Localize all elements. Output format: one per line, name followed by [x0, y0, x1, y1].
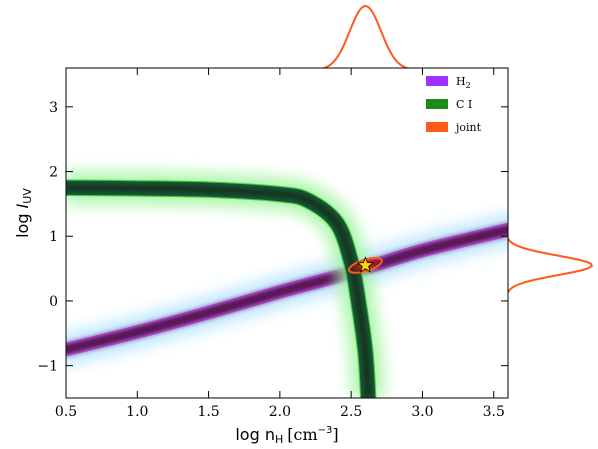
x-tick-label: 3.0 — [411, 404, 433, 420]
x-axis-ticks: 0.5 1.0 1.5 2.0 2.5 3.0 3.5 — [55, 68, 505, 420]
y-tick-label: 0 — [49, 294, 58, 310]
marginal-x-curve-group — [295, 5, 409, 71]
legend-label-h2: H2 — [456, 75, 471, 90]
legend: H2 C I joint — [426, 75, 482, 134]
y-axis-ticks: −1 0 1 2 3 — [37, 100, 508, 375]
y-tick-label: 3 — [49, 100, 58, 116]
x-axis-label-sup: −3 — [318, 425, 333, 436]
y-axis-label-var: I — [13, 203, 32, 208]
y-tick-label: 1 — [49, 229, 58, 245]
legend-swatch-ci — [426, 99, 448, 109]
marginal-x-curve — [295, 5, 409, 71]
x-axis-label-close: ] — [332, 425, 338, 444]
y-axis-label-main: log — [13, 208, 32, 237]
x-axis-label-units: [cm — [287, 425, 317, 444]
plot-area — [66, 68, 508, 398]
x-tick-label: 3.5 — [483, 404, 505, 420]
marginal-y-curve — [505, 227, 593, 303]
h2-band-core — [66, 227, 508, 352]
x-axis-label-sub: H — [275, 433, 283, 446]
legend-swatch-h2 — [426, 76, 448, 86]
x-tick-label: 0.5 — [55, 404, 77, 420]
ci-band-core — [66, 184, 372, 398]
legend-label-ci: C I — [456, 98, 472, 111]
x-axis-label: log nH [cm−3] — [235, 425, 338, 446]
joint-contour — [347, 256, 383, 274]
x-tick-label: 1.0 — [126, 404, 148, 420]
marginal-y-curve-group — [505, 227, 593, 303]
y-tick-label: −1 — [37, 359, 58, 375]
best-fit-star — [356, 256, 375, 273]
x-tick-label: 2.0 — [269, 404, 291, 420]
y-axis-label: log IUV — [13, 188, 34, 238]
x-tick-label: 2.5 — [340, 404, 362, 420]
x-axis-label-main: log n — [235, 425, 275, 444]
y-axis-label-sub: UV — [21, 188, 34, 204]
y-tick-label: 2 — [49, 165, 58, 181]
plot-frame — [65, 67, 509, 399]
legend-label-joint: joint — [454, 121, 482, 134]
legend-swatch-joint — [426, 122, 448, 132]
x-tick-label: 1.5 — [197, 404, 219, 420]
